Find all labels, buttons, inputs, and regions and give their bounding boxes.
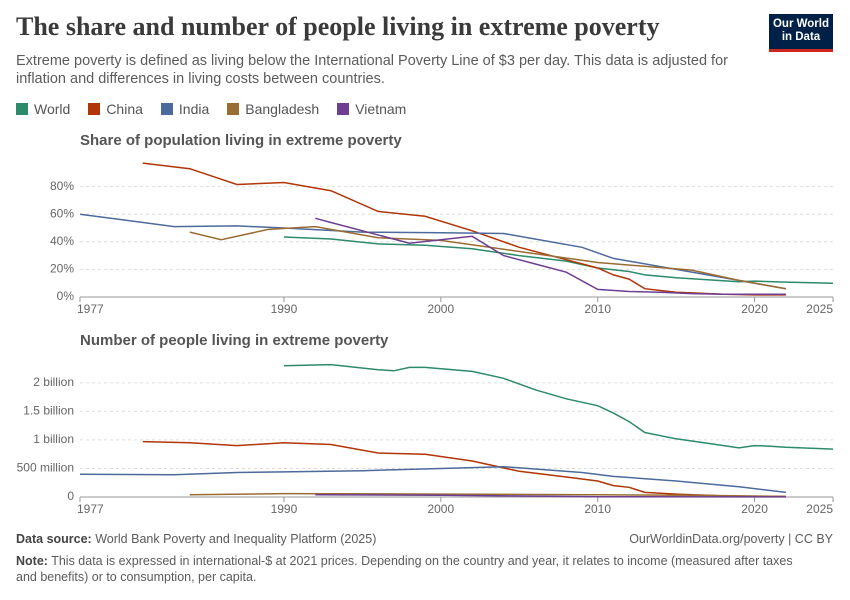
legend-item[interactable]: Bangladesh bbox=[227, 101, 319, 117]
legend-label: China bbox=[106, 101, 143, 117]
x-tick-label: 2020 bbox=[741, 502, 768, 516]
subtitle: Extreme poverty is defined as living bel… bbox=[16, 53, 728, 87]
chart-title: Share of population living in extreme po… bbox=[80, 132, 402, 149]
y-tick-label: 80% bbox=[50, 179, 74, 193]
legend-swatch bbox=[160, 103, 173, 115]
note-text: This data is expressed in international-… bbox=[16, 554, 793, 584]
y-tick-label: 500 million bbox=[17, 461, 74, 475]
x-tick-label: 1977 bbox=[77, 502, 104, 516]
y-tick-label: 0% bbox=[57, 289, 75, 303]
x-tick-label: 1990 bbox=[271, 302, 298, 316]
series-line bbox=[315, 493, 786, 498]
y-tick-label: 20% bbox=[50, 262, 74, 276]
legend-item[interactable]: World bbox=[16, 101, 70, 117]
x-tick-label: 1990 bbox=[271, 502, 298, 516]
x-tick-label: 2010 bbox=[584, 302, 611, 316]
legend-label: Vietnam bbox=[355, 101, 407, 117]
series-line bbox=[142, 440, 786, 498]
logo-line: Our World bbox=[772, 18, 829, 30]
legend-item[interactable]: Vietnam bbox=[337, 101, 406, 117]
series-line bbox=[283, 236, 834, 284]
source: Data source: World Bank Poverty and Ineq… bbox=[16, 532, 376, 546]
logo-line: in Data bbox=[781, 31, 821, 43]
url[interactable]: OurWorldinData.org/poverty | CC BY bbox=[629, 532, 833, 546]
series-line bbox=[189, 492, 786, 498]
legend-label: India bbox=[178, 101, 210, 117]
legend-swatch bbox=[88, 103, 101, 115]
source-label: Data source: bbox=[16, 532, 92, 546]
legend-item[interactable]: India bbox=[160, 101, 210, 117]
legend-label: Bangladesh bbox=[245, 101, 320, 117]
legend-swatch bbox=[227, 103, 240, 115]
series-line bbox=[315, 217, 786, 295]
y-tick-label: 60% bbox=[50, 206, 74, 220]
series-line bbox=[79, 465, 786, 494]
y-tick-label: 1 billion bbox=[33, 432, 74, 446]
x-tick-label: 1977 bbox=[77, 302, 104, 316]
legend-swatch bbox=[16, 103, 28, 115]
y-tick-label: 0 bbox=[67, 489, 74, 503]
note-label: Note: bbox=[16, 554, 48, 568]
legend-item[interactable]: China bbox=[88, 101, 143, 117]
y-tick-label: 40% bbox=[50, 234, 74, 248]
x-tick-label: 2020 bbox=[741, 302, 768, 316]
legend: World China India Bangladesh Vietnam bbox=[16, 101, 406, 117]
note: Note: This data is expressed in internat… bbox=[16, 553, 816, 585]
title: The share and number of people living in… bbox=[16, 12, 660, 41]
y-tick-label: 2 billion bbox=[33, 375, 74, 389]
x-tick-label: 2000 bbox=[427, 302, 454, 316]
x-tick-label: 2010 bbox=[584, 502, 611, 516]
y-tick-label: 1.5 billion bbox=[23, 404, 74, 418]
series-line bbox=[142, 162, 786, 296]
legend-label: World bbox=[34, 101, 71, 117]
x-tick-label: 2000 bbox=[427, 502, 454, 516]
legend-swatch bbox=[337, 103, 350, 115]
source-text: World Bank Poverty and Inequality Platfo… bbox=[95, 532, 377, 546]
series-line bbox=[283, 363, 834, 450]
logo[interactable]: Our World in Data bbox=[769, 14, 833, 52]
chart-title: Number of people living in extreme pover… bbox=[80, 332, 389, 349]
x-tick-label: 2025 bbox=[806, 302, 833, 316]
x-tick-label: 2025 bbox=[806, 502, 833, 516]
